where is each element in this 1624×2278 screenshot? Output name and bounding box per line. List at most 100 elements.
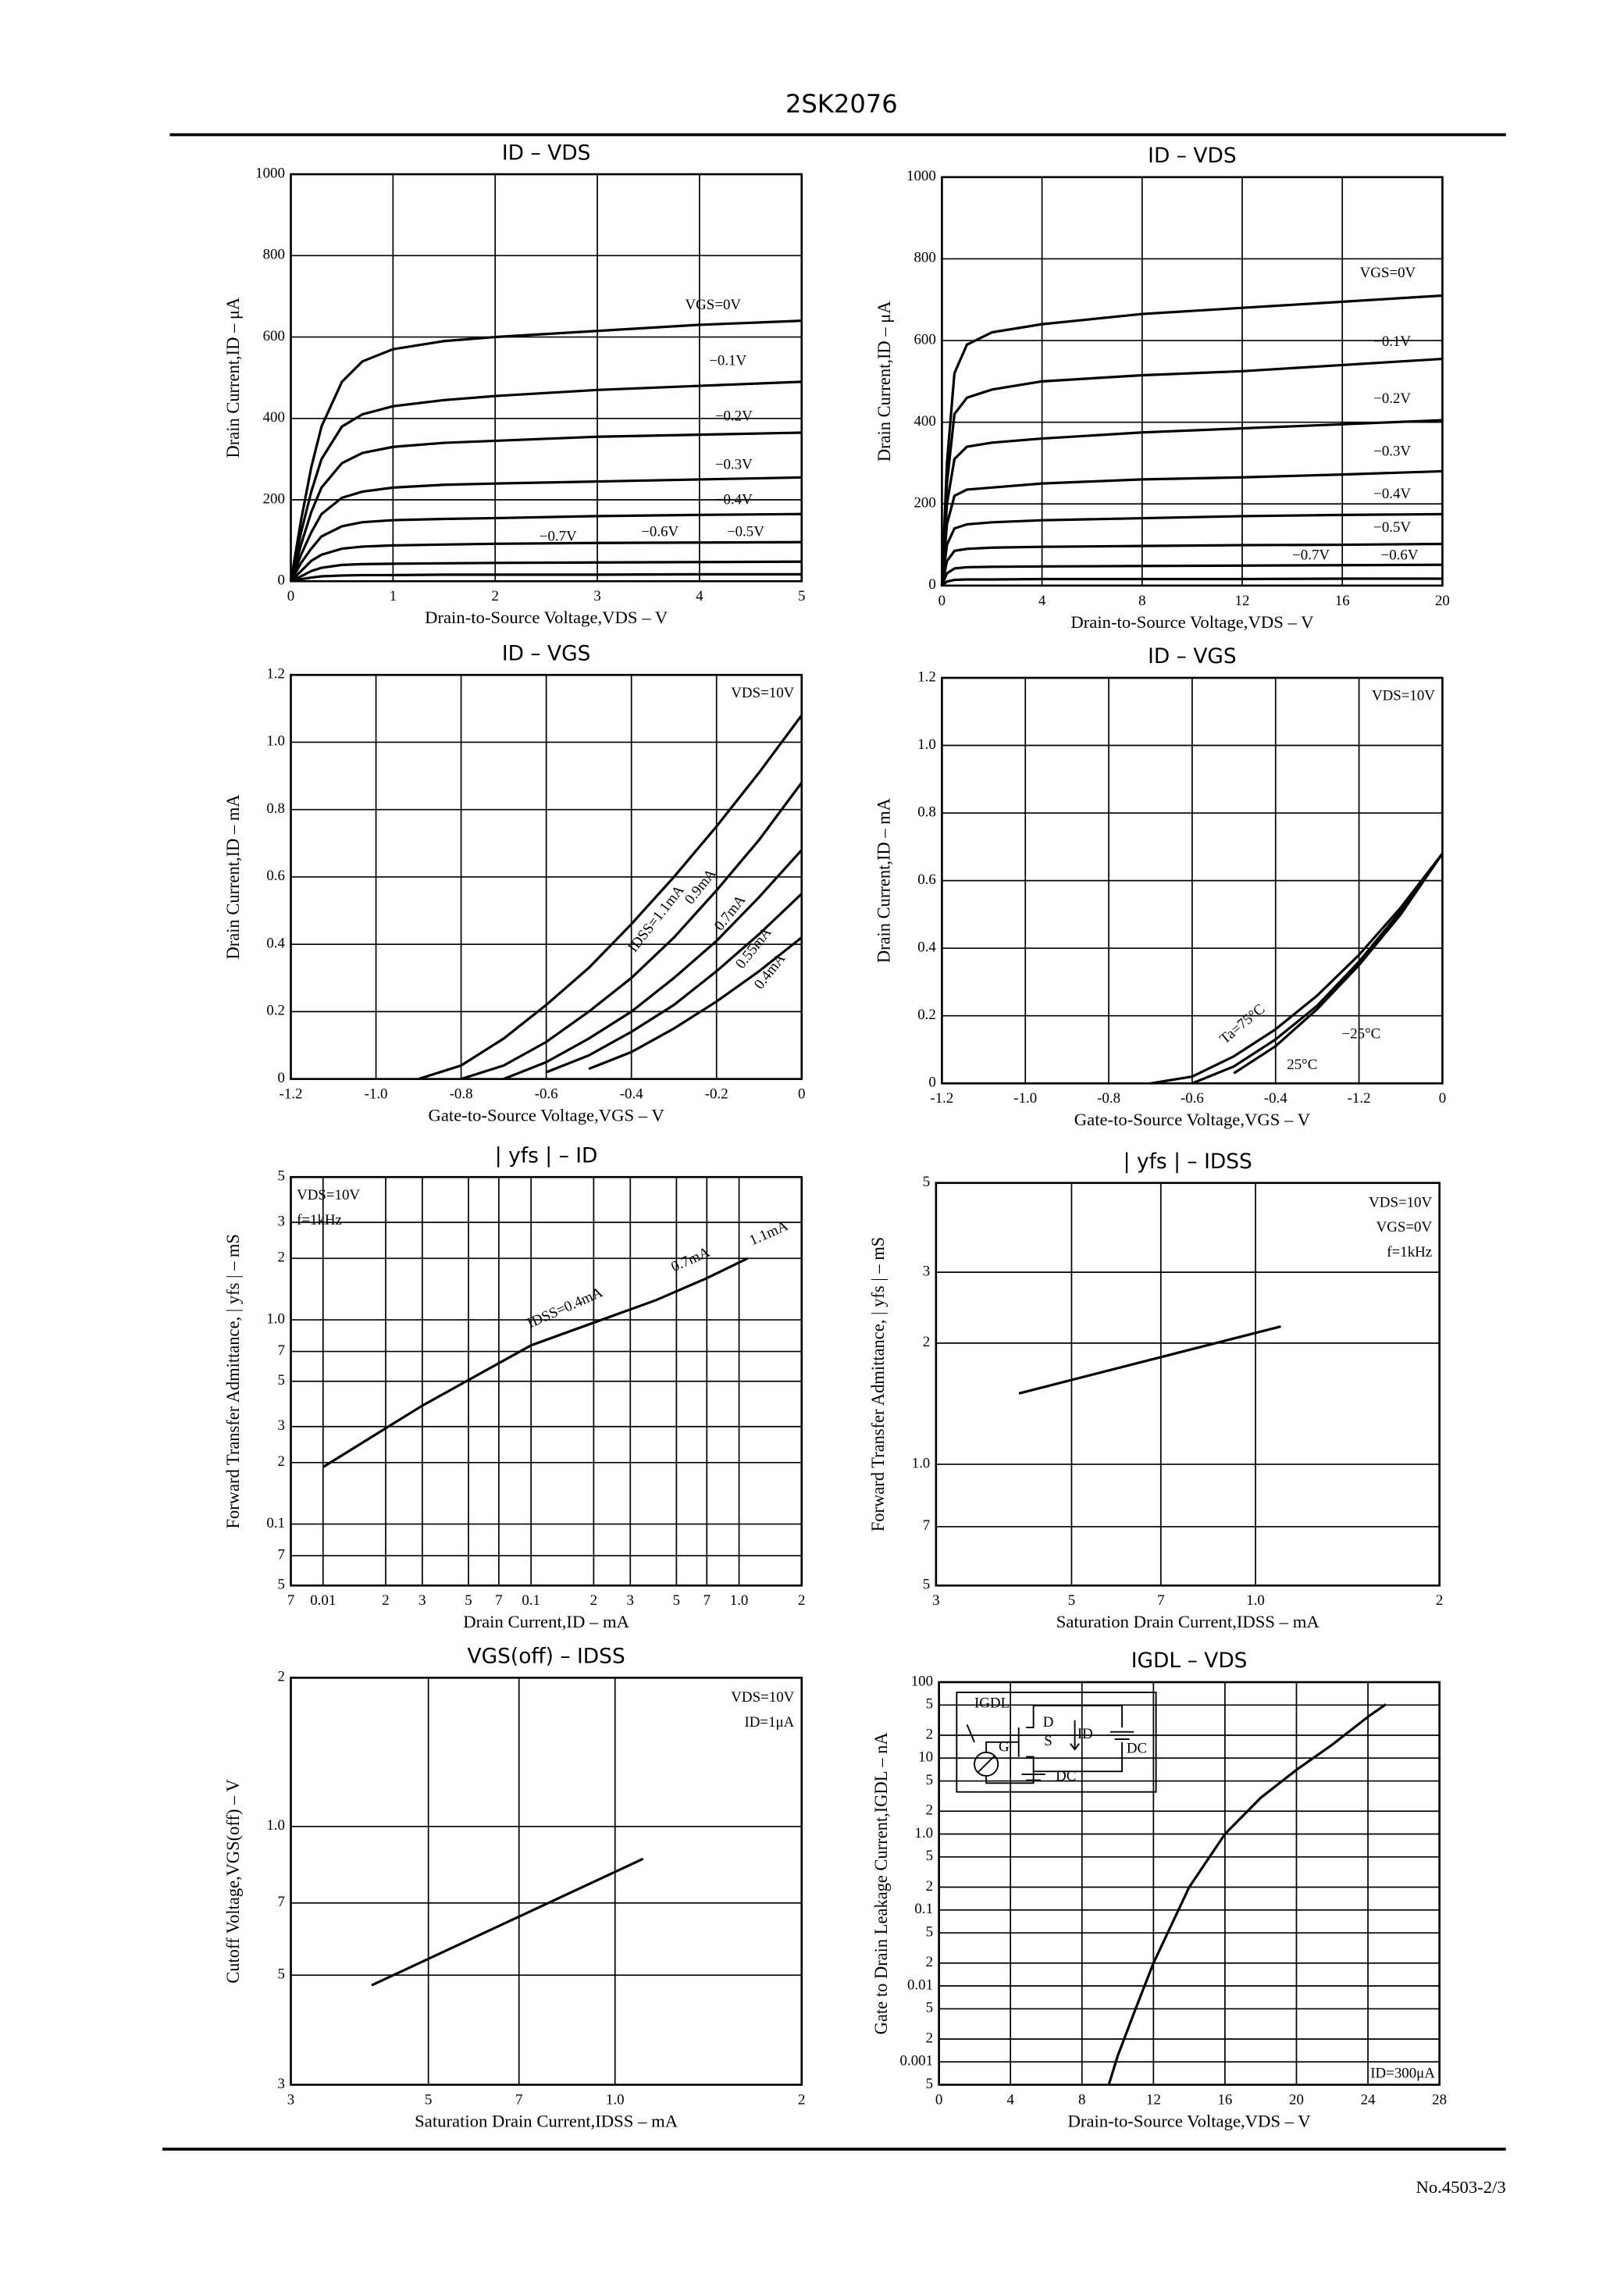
inset-label: DC bbox=[1127, 1741, 1147, 1757]
curve-label: −0.1V bbox=[709, 352, 746, 369]
curve bbox=[1233, 853, 1444, 1075]
chart-title: ID – VDS bbox=[502, 141, 591, 165]
x-tick-label: -0.2 bbox=[705, 1086, 728, 1103]
x-axis-label: Drain-to-Source Voltage,VDS – V bbox=[1068, 2112, 1312, 2131]
chart-title: | yfs | – ID bbox=[495, 1145, 598, 1168]
x-tick-label: 3 bbox=[932, 1592, 939, 1609]
curve-label: VGS=0V bbox=[686, 297, 742, 313]
curve bbox=[290, 540, 802, 583]
x-tick-label: 2 bbox=[798, 1592, 805, 1609]
y-axis-label: Cutoff Voltage,VGS(off) – V bbox=[223, 1779, 243, 1984]
y-axis-label: Drain Current,ID – μA bbox=[223, 297, 243, 458]
y-tick-label: 5 bbox=[277, 1168, 284, 1185]
chart-title: IGDL – VDS bbox=[1131, 1649, 1248, 1673]
y-tick-label: 3 bbox=[277, 1214, 284, 1230]
y-tick-label: 2 bbox=[926, 1878, 933, 1895]
y-tick-label: 3 bbox=[923, 1263, 930, 1279]
x-tick-label: -0.6 bbox=[535, 1086, 558, 1103]
plot-frame bbox=[941, 176, 1444, 587]
curve-label: −0.7V bbox=[1292, 547, 1330, 564]
x-axis-label: Drain Current,ID – mA bbox=[463, 1612, 630, 1631]
chart-title: | yfs | – IDSS bbox=[1124, 1150, 1252, 1174]
curve bbox=[418, 715, 803, 1081]
x-tick-label: 5 bbox=[425, 2092, 432, 2109]
y-tick-label: 200 bbox=[263, 490, 285, 507]
annotation: VDS=10V bbox=[731, 685, 794, 701]
x-tick-label: -1.0 bbox=[1013, 1090, 1037, 1107]
x-tick-label: 16 bbox=[1335, 593, 1350, 609]
chart-title: VGS(off) – IDSS bbox=[468, 1645, 625, 1669]
curve-label: VGS=0V bbox=[1360, 265, 1416, 281]
page-title: 2SK2076 bbox=[785, 89, 898, 119]
curve-label: −0.3V bbox=[1373, 444, 1411, 460]
curve bbox=[371, 1857, 644, 1987]
x-tick-label: 12 bbox=[1235, 593, 1250, 609]
x-tick-label: -0.4 bbox=[1264, 1090, 1288, 1107]
x-tick-label: 1.0 bbox=[606, 2092, 625, 2109]
y-tick-label: 1.2 bbox=[266, 666, 285, 683]
x-tick-label: 3 bbox=[627, 1592, 634, 1609]
x-tick-label: 8 bbox=[1138, 593, 1145, 609]
curve bbox=[290, 476, 802, 582]
x-axis-label: Saturation Drain Current,IDSS – mA bbox=[1056, 1612, 1320, 1631]
curve-label: −25°C bbox=[1342, 1026, 1381, 1043]
x-tick-label: -1.2 bbox=[930, 1090, 953, 1107]
inset-label: ID bbox=[1077, 1726, 1093, 1742]
curve bbox=[1191, 853, 1444, 1085]
y-tick-label: 400 bbox=[263, 409, 285, 426]
annotation: VDS=10V bbox=[731, 1689, 794, 1706]
y-tick-label: 1000 bbox=[255, 165, 285, 181]
y-tick-label: 0.2 bbox=[266, 1003, 285, 1019]
inset-circuit bbox=[956, 1692, 1157, 1793]
y-tick-label: 2 bbox=[926, 1954, 933, 1970]
curve bbox=[940, 542, 1443, 586]
plot-frame bbox=[938, 1681, 1441, 2086]
x-tick-label: 0 bbox=[1439, 1090, 1446, 1107]
y-tick-label: 0.6 bbox=[917, 872, 936, 888]
curve bbox=[322, 1257, 749, 1469]
annotation: f=1kHz bbox=[297, 1212, 342, 1228]
y-tick-label: 2 bbox=[926, 1726, 933, 1742]
y-tick-label: 200 bbox=[914, 495, 935, 512]
x-tick-label: 7 bbox=[287, 1592, 294, 1609]
chart-title: ID – VGS bbox=[502, 643, 591, 666]
y-tick-label: 0 bbox=[277, 1070, 284, 1086]
annotation: 0.7mA bbox=[668, 1244, 712, 1275]
x-tick-label: 5 bbox=[673, 1592, 680, 1609]
x-tick-label: 24 bbox=[1361, 2092, 1376, 2109]
curve-label: −0.5V bbox=[1373, 519, 1411, 536]
x-tick-label: 1 bbox=[390, 588, 397, 604]
curve-label: −0.4V bbox=[715, 492, 753, 508]
y-tick-label: 3 bbox=[277, 1417, 284, 1434]
y-tick-label: 100 bbox=[911, 1673, 933, 1689]
curve-label: −0.5V bbox=[727, 524, 764, 540]
y-tick-label: 5 bbox=[926, 2000, 933, 2016]
y-tick-label: 0 bbox=[928, 576, 935, 593]
x-tick-label: -0.8 bbox=[450, 1086, 473, 1103]
curve-label: 25°C bbox=[1287, 1057, 1317, 1073]
curve bbox=[289, 431, 802, 582]
y-tick-label: 400 bbox=[914, 413, 935, 430]
y-tick-label: 1000 bbox=[906, 168, 936, 184]
x-tick-label: 1.0 bbox=[730, 1592, 749, 1609]
x-tick-label: 20 bbox=[1435, 593, 1450, 609]
y-tick-label: 600 bbox=[914, 331, 935, 348]
y-axis-label: Drain Current,ID – μA bbox=[874, 301, 894, 462]
annotation: VDS=10V bbox=[1369, 1194, 1432, 1210]
y-tick-label: 7 bbox=[923, 1517, 930, 1534]
y-tick-label: 0.4 bbox=[266, 936, 285, 952]
y-tick-label: 5 bbox=[923, 1174, 930, 1190]
x-tick-label: 16 bbox=[1217, 2092, 1232, 2109]
x-tick-label: 0 bbox=[287, 588, 294, 604]
y-tick-label: 7 bbox=[277, 1894, 284, 1910]
y-tick-label: 800 bbox=[263, 247, 285, 263]
x-tick-label: 7 bbox=[515, 2092, 522, 2109]
y-tick-label: 600 bbox=[263, 328, 285, 344]
y-tick-label: 0.1 bbox=[914, 1901, 933, 1917]
x-tick-label: 5 bbox=[798, 588, 805, 604]
x-tick-label: -1.2 bbox=[280, 1086, 303, 1103]
plot-frame bbox=[290, 173, 803, 583]
x-tick-label: -0.6 bbox=[1181, 1090, 1204, 1107]
curve-label: −0.3V bbox=[715, 457, 753, 473]
